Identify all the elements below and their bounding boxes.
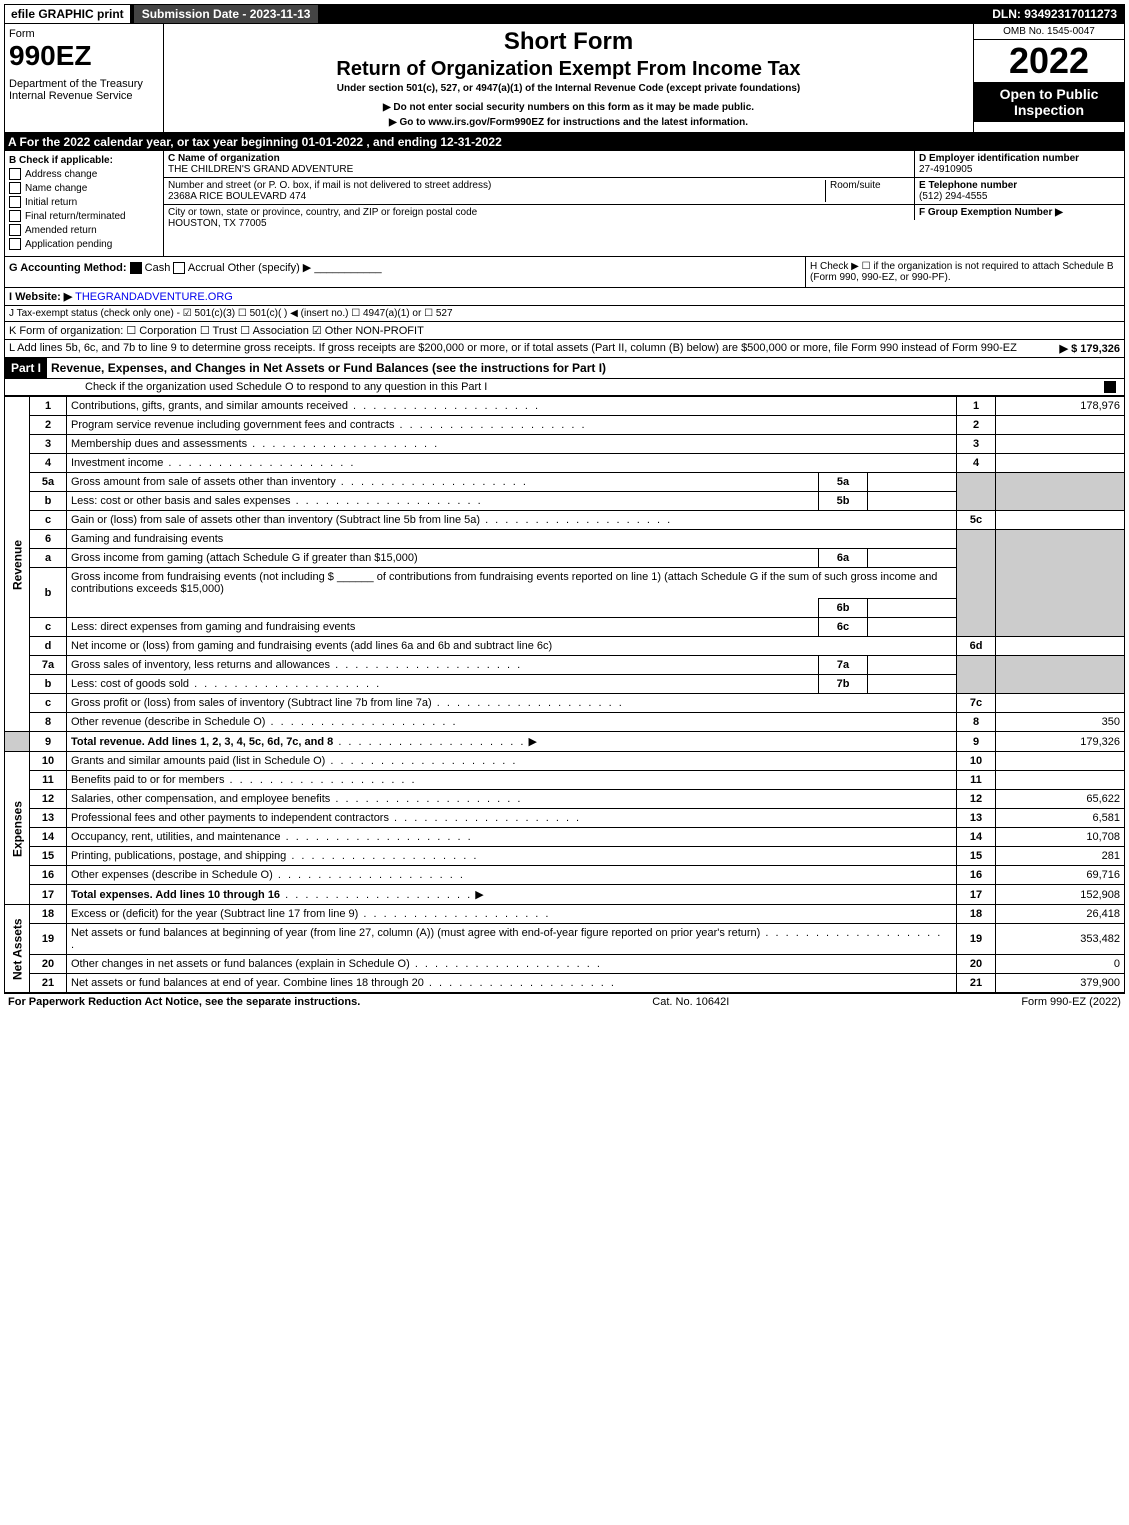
omb-no: OMB No. 1545-0047: [974, 24, 1124, 40]
column-def: D Employer identification number 27-4910…: [914, 151, 1124, 256]
part1-title: Revenue, Expenses, and Changes in Net As…: [47, 359, 610, 377]
line19-value: 353,482: [996, 924, 1125, 955]
line20-value: 0: [996, 955, 1125, 974]
line14-value: 10,708: [996, 828, 1125, 847]
irs-label: Internal Revenue Service: [9, 90, 159, 102]
line13-value: 6,581: [996, 809, 1125, 828]
ein: 27-4910905: [919, 164, 1120, 175]
website-row: I Website: ▶ THEGRANDADVENTURE.ORG: [4, 288, 1125, 306]
cb-accrual[interactable]: [173, 262, 185, 274]
org-name: THE CHILDREN'S GRAND ADVENTURE: [168, 164, 910, 175]
dln: DLN: 93492317011273: [992, 7, 1125, 21]
line8-value: 350: [996, 713, 1125, 732]
column-b: B Check if applicable: Address change Na…: [5, 151, 164, 256]
tax-year: 2022: [974, 40, 1124, 82]
top-bar: efile GRAPHIC print Submission Date - 20…: [4, 4, 1125, 24]
cb-initial[interactable]: [9, 196, 21, 208]
efile-label: efile GRAPHIC print: [4, 4, 131, 24]
tax-exempt-status: J Tax-exempt status (check only one) - ☑…: [4, 306, 1125, 322]
footer-left: For Paperwork Reduction Act Notice, see …: [8, 996, 360, 1008]
dept-label: Department of the Treasury: [9, 78, 159, 90]
line21-value: 379,900: [996, 974, 1125, 993]
cb-cash[interactable]: [130, 262, 142, 274]
footer: For Paperwork Reduction Act Notice, see …: [4, 993, 1125, 1010]
line17-value: 152,908: [996, 885, 1125, 905]
schedule-b-check: H Check ▶ ☐ if the organization is not r…: [805, 257, 1124, 287]
room-suite: Room/suite: [825, 180, 910, 202]
cb-name[interactable]: [9, 182, 21, 194]
header-left: Form 990EZ Department of the Treasury In…: [5, 24, 164, 132]
form-of-org: K Form of organization: ☐ Corporation ☐ …: [4, 322, 1125, 340]
cb-address[interactable]: [9, 168, 21, 180]
form-header: Form 990EZ Department of the Treasury In…: [4, 24, 1125, 133]
main-table: Revenue 1 Contributions, gifts, grants, …: [4, 396, 1125, 993]
ein-label: D Employer identification number: [919, 153, 1120, 164]
street-label: Number and street (or P. O. box, if mail…: [168, 180, 825, 191]
submission-date: Submission Date - 2023-11-13: [133, 4, 320, 24]
org-name-label: C Name of organization: [168, 153, 910, 164]
return-title: Return of Organization Exempt From Incom…: [168, 58, 969, 81]
gross-receipts: L Add lines 5b, 6c, and 7b to line 9 to …: [4, 340, 1125, 358]
footer-right: Form 990-EZ (2022): [1021, 996, 1121, 1008]
website-link[interactable]: THEGRANDADVENTURE.ORG: [75, 291, 233, 303]
street: 2368A RICE BOULEVARD 474: [168, 191, 825, 202]
info-block: B Check if applicable: Address change Na…: [4, 151, 1125, 257]
part1-check: Check if the organization used Schedule …: [4, 379, 1125, 396]
row-gh: G Accounting Method: Cash Accrual Other …: [4, 257, 1125, 288]
cb-schedule-o[interactable]: [1104, 381, 1116, 393]
part1-header: Part I Revenue, Expenses, and Changes in…: [4, 358, 1125, 379]
open-public: Open to Public Inspection: [974, 82, 1124, 122]
line16-value: 69,716: [996, 866, 1125, 885]
col-b-label: B Check if applicable:: [9, 155, 159, 166]
revenue-side-label: Revenue: [5, 397, 30, 732]
line1-value: 178,976: [996, 397, 1125, 416]
cb-final[interactable]: [9, 210, 21, 222]
line15-value: 281: [996, 847, 1125, 866]
section-a: A For the 2022 calendar year, or tax yea…: [4, 133, 1125, 151]
ssn-note: ▶ Do not enter social security numbers o…: [168, 102, 969, 113]
line9-value: 179,326: [996, 732, 1125, 752]
form-number: 990EZ: [9, 40, 159, 72]
header-right: OMB No. 1545-0047 2022 Open to Public In…: [973, 24, 1124, 132]
city: HOUSTON, TX 77005: [168, 218, 910, 229]
group-label: F Group Exemption Number ▶: [919, 207, 1120, 218]
part1-label: Part I: [5, 358, 47, 378]
header-center: Short Form Return of Organization Exempt…: [164, 24, 973, 132]
under-section: Under section 501(c), 527, or 4947(a)(1)…: [168, 83, 969, 94]
accounting-method: G Accounting Method: Cash Accrual Other …: [5, 257, 805, 287]
cb-amended[interactable]: [9, 224, 21, 236]
netassets-side-label: Net Assets: [5, 905, 30, 993]
tel-label: E Telephone number: [919, 180, 1120, 191]
short-form-title: Short Form: [168, 28, 969, 56]
expenses-side-label: Expenses: [5, 752, 30, 905]
cb-pending[interactable]: [9, 238, 21, 250]
form-label: Form: [9, 28, 159, 40]
goto-link[interactable]: ▶ Go to www.irs.gov/Form990EZ for instru…: [168, 117, 969, 128]
footer-center: Cat. No. 10642I: [652, 996, 729, 1008]
city-label: City or town, state or province, country…: [168, 207, 910, 218]
column-c: C Name of organization THE CHILDREN'S GR…: [164, 151, 914, 256]
tel: (512) 294-4555: [919, 191, 1120, 202]
line18-value: 26,418: [996, 905, 1125, 924]
line12-value: 65,622: [996, 790, 1125, 809]
